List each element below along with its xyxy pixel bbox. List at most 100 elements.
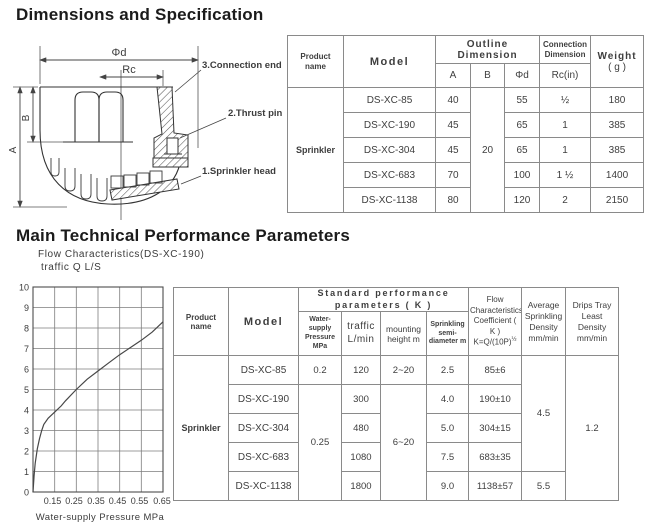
- perf-model: DS-XC-190: [228, 384, 299, 415]
- spec-b-shared: 20: [470, 87, 505, 213]
- sprinkler-head-label: 1.Sprinkler head: [202, 166, 276, 177]
- spec-a: 45: [435, 112, 471, 138]
- perf-row: DS-XC-683 1080 7.5 683±35: [174, 442, 619, 473]
- perf-semi-diameter: 5.0: [425, 413, 470, 444]
- perf-semi-diameter: 9.0: [425, 471, 470, 502]
- y-tick: 9: [24, 303, 29, 313]
- x-tick: 0.35: [87, 496, 105, 506]
- flow-hdr-formula: K=Q/(10P): [473, 337, 512, 347]
- perf-row: DS-XC-190 0.25 300 6~20 4.0 190±10: [174, 384, 619, 502]
- spec-hdr-phid: Φd: [503, 63, 541, 88]
- perf-drips-shared: 1.2: [565, 355, 620, 502]
- chart-y-axis-label: traffic Q L/S: [41, 262, 102, 273]
- hatched-sections: [109, 86, 189, 201]
- flow-hdr-formula-exp: ½: [511, 336, 517, 343]
- spec-phid: 65: [503, 137, 541, 163]
- y-tick: 4: [24, 406, 29, 416]
- dim-rc-label: Rc: [122, 64, 136, 76]
- chart-grid: [33, 287, 163, 492]
- body-outline: [39, 86, 182, 205]
- perf-hdr-product-name: Product name: [173, 286, 229, 357]
- y-tick: 8: [24, 324, 29, 334]
- perf-coefficient: 304±15: [468, 413, 523, 444]
- perf-traffic: 1080: [341, 442, 381, 473]
- spec-hdr-model: Model: [343, 35, 436, 88]
- perf-pressure: 0.2: [298, 355, 342, 386]
- spec-product-name: Sprinkler: [287, 87, 344, 213]
- chart-x-ticks: 0.15 0.25 0.35 0.45 0.55 0.65: [44, 496, 171, 506]
- spec-hdr-a: A: [435, 63, 471, 88]
- section1-title: Dimensions and Specification: [16, 5, 264, 24]
- spec-row: DS-XC-304 45 65 1 385: [288, 137, 645, 163]
- y-tick: 5: [24, 385, 29, 395]
- y-tick: 6: [24, 365, 29, 375]
- spec-model: DS-XC-304: [343, 137, 436, 163]
- perf-model: DS-XC-85: [228, 355, 299, 386]
- spec-rc: 2: [539, 187, 592, 213]
- spec-model: DS-XC-683: [343, 162, 436, 188]
- spec-hdr-connection-dimension: Connection Dimension: [539, 35, 592, 64]
- perf-row: Sprinkler DS-XC-85 0.2 120 2~20 2.5 85±6…: [173, 355, 620, 502]
- spec-hdr-rc: Rc(in): [539, 63, 592, 88]
- spec-weight: 1400: [590, 162, 645, 188]
- spec-a: 70: [435, 162, 471, 188]
- perf-hdr-group: Standard performance parameters ( K ): [297, 286, 470, 313]
- perf-traffic: 300: [341, 384, 381, 415]
- y-tick: 2: [24, 447, 29, 457]
- perf-semi-diameter: 2.5: [425, 355, 470, 386]
- spec-table: Product name Model Outline Dimension Con…: [287, 35, 645, 213]
- x-tick: 0.45: [109, 496, 127, 506]
- spec-rc: 1: [539, 137, 592, 163]
- perf-pressure-shared: 0.25: [298, 384, 342, 502]
- spec-weight: 180: [590, 87, 645, 113]
- spec-rc: 1: [539, 112, 592, 138]
- section2-title: Main Technical Performance Parameters: [16, 226, 351, 245]
- perf-hdr-drips-density: Drips Tray Least Density mm/min: [565, 286, 620, 357]
- thrust-pin-label: 2.Thrust pin: [228, 108, 283, 119]
- perf-hdr-avg-density: Average Sprinkling Density mm/min: [521, 286, 567, 357]
- leader-lines: [174, 69, 227, 185]
- spec-model: DS-XC-85: [343, 87, 436, 113]
- perf-coefficient: 1138±57: [468, 471, 523, 502]
- perf-model: DS-XC-683: [228, 442, 299, 473]
- x-tick: 0.25: [65, 496, 83, 506]
- spec-hdr-weight: Weight ( g ): [590, 35, 645, 88]
- spec-a: 45: [435, 137, 471, 163]
- chart-title: Flow Characteristics(DS-XC-190): [38, 249, 205, 260]
- perf-product-name: Sprinkler: [173, 355, 229, 502]
- y-tick: 10: [19, 283, 29, 293]
- spec-weight: 385: [590, 137, 645, 163]
- perf-traffic: 480: [341, 413, 381, 444]
- spec-phid: 100: [503, 162, 541, 188]
- spec-model: DS-XC-1138: [343, 187, 436, 213]
- perf-avg-density-shared: 4.5: [521, 355, 567, 473]
- y-tick: 3: [24, 426, 29, 436]
- flow-chart: 0 1 2 3 4 5 6 7 8 9 10 0.15 0.25 0.35 0.…: [19, 283, 171, 524]
- sprinkler-diagram: Φd Rc A B 3.Connection end 2.Thrust: [8, 46, 283, 220]
- perf-hdr-mounting: mounting height m: [380, 311, 427, 357]
- thrust-pin-shape: [164, 137, 182, 155]
- dim-b-label: B: [21, 114, 32, 121]
- weight-unit: ( g ): [608, 61, 626, 73]
- spec-phid: 65: [503, 112, 541, 138]
- perf-hdr-model: Model: [228, 286, 299, 357]
- x-tick: 0.55: [131, 496, 149, 506]
- spec-a: 40: [435, 87, 471, 113]
- chart-y-ticks: 0 1 2 3 4 5 6 7 8 9 10: [19, 283, 29, 498]
- perf-model: DS-XC-304: [228, 413, 299, 444]
- x-tick: 0.15: [44, 496, 62, 506]
- perf-hdr-pressure: Water-supply Pressure MPa: [298, 311, 342, 357]
- spec-row: DS-XC-1138 80 120 2 2150: [288, 187, 645, 213]
- spec-phid: 120: [503, 187, 541, 213]
- perf-coefficient: 85±6: [468, 355, 523, 386]
- spec-weight: 385: [590, 112, 645, 138]
- spec-a: 80: [435, 187, 471, 213]
- y-tick: 1: [24, 467, 29, 477]
- perf-semi-diameter: 7.5: [425, 442, 470, 473]
- spec-model: DS-XC-190: [343, 112, 436, 138]
- spec-hdr-outline-dimension: Outline Dimension: [434, 35, 541, 64]
- perf-hdr-flow-coefficient: Flow Characteristics Coefficient ( K ) K…: [468, 286, 523, 357]
- perf-coefficient: 683±35: [468, 442, 523, 473]
- flow-hdr-line2: Characteristics: [470, 305, 522, 315]
- perf-mounting-shared: 6~20: [380, 384, 427, 502]
